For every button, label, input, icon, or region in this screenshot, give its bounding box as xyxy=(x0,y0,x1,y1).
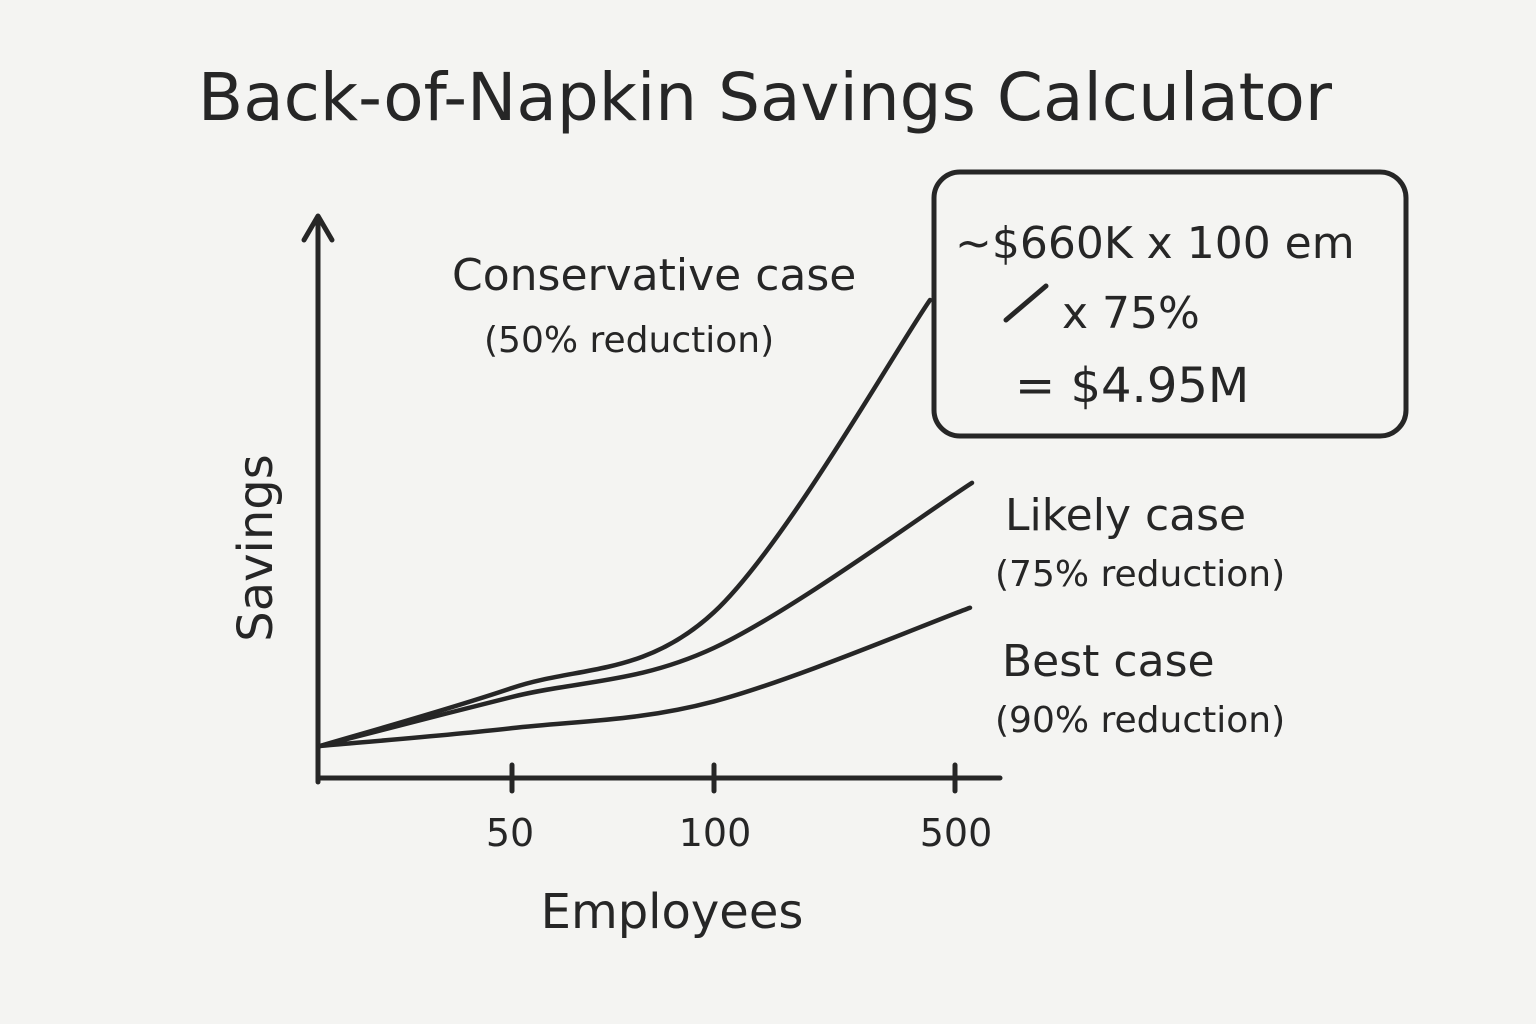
series-label-best: Best case xyxy=(1002,636,1215,687)
calc-annotation: ~$660K x 100 em x 75% = $4.95M xyxy=(931,169,1409,439)
x-tick-label: 500 xyxy=(920,811,993,855)
annotation-line-1: ~$660K x 100 em xyxy=(955,218,1355,269)
annotation-box xyxy=(931,169,1409,439)
annotation-line-2: x 75% xyxy=(1062,288,1200,339)
series-line-conservative xyxy=(317,297,933,749)
chart-title: Back-of-Napkin Savings Calculator xyxy=(198,59,1333,136)
x-tick-label: 50 xyxy=(486,811,534,855)
y-axis-label: Savings xyxy=(228,454,284,642)
series-note-likely: (75% reduction) xyxy=(995,554,1285,595)
annotation-line-3: = $4.95M xyxy=(1015,358,1249,414)
series-labels: Conservative case (50% reduction) Likely… xyxy=(452,250,1285,741)
x-ticks: 50 100 500 xyxy=(486,762,993,855)
series-label-conservative: Conservative case xyxy=(452,250,856,301)
series-line-best xyxy=(317,605,973,749)
y-axis-arrow-icon xyxy=(301,213,335,243)
series-line-likely xyxy=(317,480,975,749)
series-label-likely: Likely case xyxy=(1005,490,1246,541)
x-axis-label: Employees xyxy=(541,884,804,940)
series-note-best: (90% reduction) xyxy=(995,700,1285,741)
axes xyxy=(301,213,1003,785)
series-note-conservative: (50% reduction) xyxy=(484,320,774,361)
x-tick-label: 100 xyxy=(679,811,752,855)
slash-mark-icon xyxy=(1003,283,1049,323)
series-lines xyxy=(317,297,975,749)
